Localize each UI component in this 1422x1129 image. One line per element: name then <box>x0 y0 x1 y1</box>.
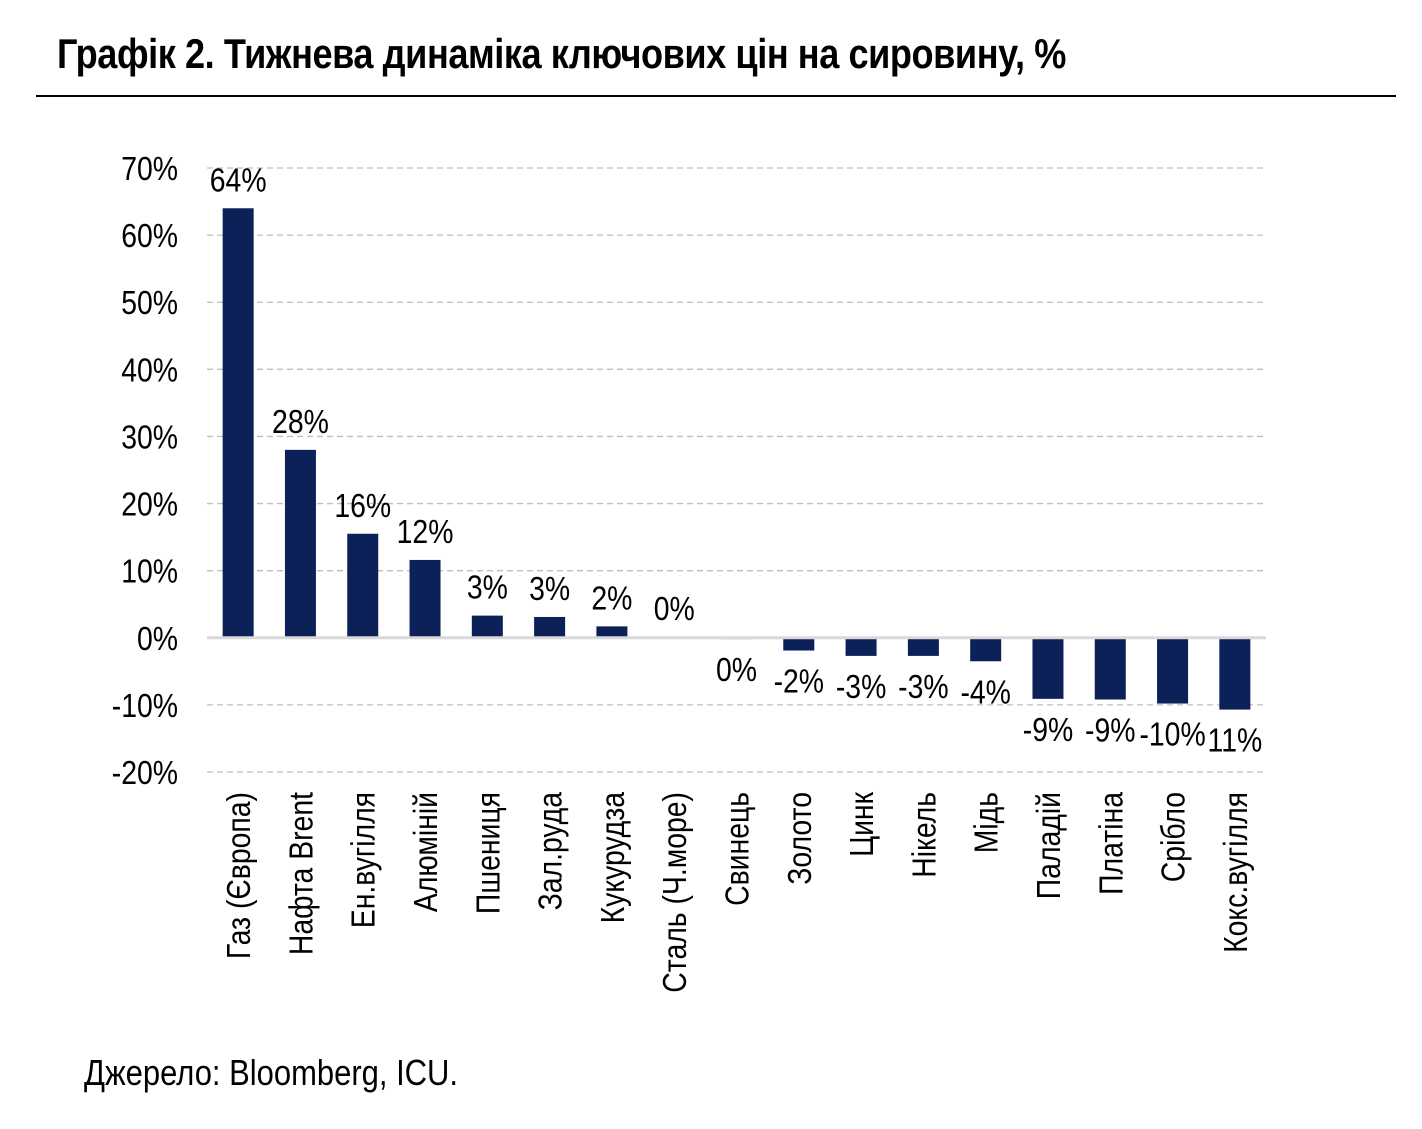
x-tick-label: Пшениця <box>469 792 507 914</box>
data-label: 2% <box>591 579 632 617</box>
data-label: 11% <box>1208 722 1263 760</box>
y-tick-label: -20% <box>112 754 178 792</box>
bar <box>783 637 815 651</box>
bar <box>970 637 1002 662</box>
bar <box>284 449 316 638</box>
y-tick-label: 40% <box>121 351 178 389</box>
x-tick-label: Мідь <box>968 792 1006 853</box>
data-label: -3% <box>836 668 886 706</box>
x-tick-label: Цинк <box>843 792 881 857</box>
data-label: -9% <box>1023 711 1073 749</box>
data-label: 16% <box>334 487 391 525</box>
x-tick-label: Срібло <box>1155 792 1193 882</box>
source-note: Джерело: Bloomberg, ICU. <box>84 1052 458 1093</box>
y-tick-label: -10% <box>112 687 178 725</box>
y-tick-label: 60% <box>121 217 178 255</box>
data-label: 0% <box>654 590 695 628</box>
bar <box>596 626 628 638</box>
x-tick-label: Алюміній <box>407 792 445 912</box>
data-label: 12% <box>397 513 454 551</box>
x-tick-label: Свинець <box>718 792 756 906</box>
data-label: -2% <box>774 663 824 701</box>
bar <box>534 616 566 638</box>
y-tick-label: 50% <box>121 284 178 322</box>
bar <box>1032 637 1064 699</box>
bar <box>347 533 379 638</box>
grid-lines <box>207 167 1266 773</box>
x-tick-label: Кукурудза <box>594 791 632 923</box>
x-tick-label: Зал.руда <box>532 791 570 910</box>
bars <box>222 208 1251 710</box>
data-labels: 64% 28% 16%12% 3% 3% 2% 0% 0% -2% -3% -3% -4% -9% -9%… <box>210 161 1262 759</box>
bar <box>907 637 939 656</box>
x-axis-ticks: Газ (Європа) Нафта Brent Ен.вугілля Алюміні… <box>220 791 1254 993</box>
data-label: 3% <box>529 570 570 608</box>
data-label: -3% <box>898 668 948 706</box>
bar <box>409 559 441 638</box>
y-tick-label: 30% <box>121 418 178 456</box>
x-tick-label: Паладій <box>1030 792 1068 899</box>
data-label: 3% <box>467 569 508 607</box>
chart-title: Графік 2. Тижнева динаміка ключових цін … <box>57 30 1066 77</box>
y-axis-ticks: 70% 60% 50% 40% 30% 20% 10% 0% -10% -20% <box>112 150 178 792</box>
bar <box>1219 637 1251 710</box>
y-tick-label: 0% <box>137 620 178 658</box>
y-tick-label: 70% <box>121 150 178 188</box>
data-label: 28% <box>272 403 329 441</box>
data-label: 0% <box>716 651 757 689</box>
x-tick-label: Золото <box>781 792 819 885</box>
x-tick-label: Нікель <box>905 792 943 878</box>
x-tick-label: Кокс.вугілля <box>1217 792 1255 953</box>
bar <box>1157 637 1189 704</box>
data-label: -10% <box>1139 716 1205 754</box>
x-tick-label: Платіна <box>1092 791 1130 895</box>
bar <box>471 615 503 638</box>
data-label: -9% <box>1085 711 1135 749</box>
y-tick-label: 10% <box>121 553 178 591</box>
y-tick-label: 20% <box>121 486 178 524</box>
title-rule <box>36 95 1396 97</box>
bar <box>222 208 254 638</box>
data-label: 64% <box>210 161 267 199</box>
x-tick-label: Сталь (Ч.море) <box>656 792 694 993</box>
x-tick-label: Газ (Європа) <box>220 792 258 959</box>
bar <box>845 637 877 656</box>
x-tick-label: Нафта Brent <box>282 792 320 956</box>
bar <box>1094 637 1126 700</box>
x-tick-label: Ен.вугілля <box>345 792 383 928</box>
data-label: -4% <box>960 673 1010 711</box>
